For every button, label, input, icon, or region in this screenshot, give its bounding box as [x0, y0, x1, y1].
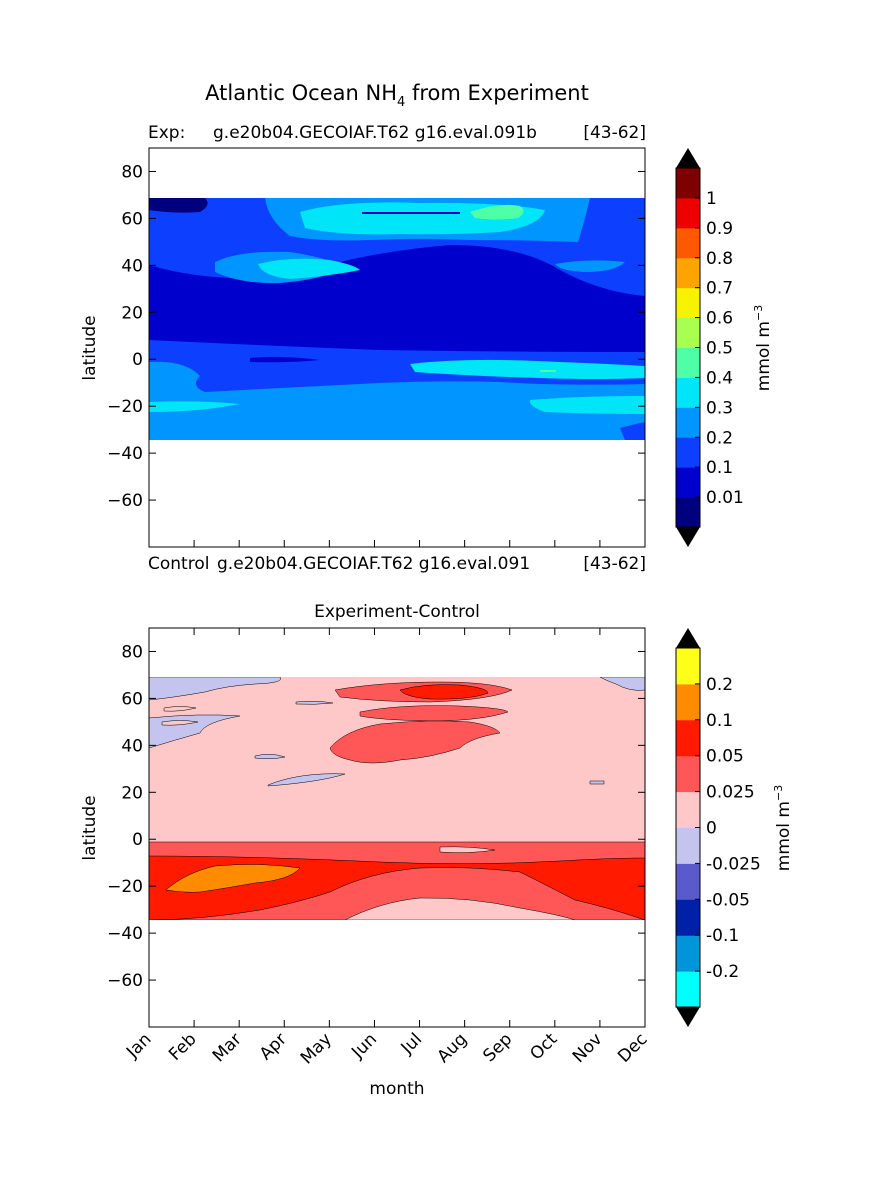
top-axes-frame	[148, 147, 646, 548]
colorbar-tick-label: 0.1	[706, 458, 733, 478]
bottom-colorbar-label: mmol m−3	[772, 785, 794, 871]
colorbar-extend-min	[676, 1007, 700, 1027]
x-tick-label: Sep	[479, 1029, 516, 1066]
x-tick-label: Oct	[526, 1029, 561, 1064]
colorbar-extend-min	[676, 527, 700, 547]
colorbar-tick-label: 0.05	[706, 747, 744, 767]
colorbar-segment	[676, 755, 700, 793]
colorbar-segment	[676, 863, 700, 900]
figure-title: Atlantic Ocean NH4 from Experiment	[205, 81, 589, 110]
colorbar-tick-label: 0.2	[706, 428, 733, 448]
colorbar-tick-label: 0	[706, 819, 717, 839]
x-tick-label: Mar	[209, 1029, 246, 1066]
colorbar-segment	[676, 497, 700, 528]
x-tick-label: Jul	[397, 1029, 426, 1058]
x-tick-label: Apr	[256, 1029, 291, 1064]
colorbar-tick-label: -0.025	[706, 854, 761, 874]
colorbar-tick-label: 1	[706, 189, 717, 209]
y-tick-label: −20	[107, 397, 143, 417]
y-tick-label: 0	[132, 830, 143, 850]
colorbar-segment	[676, 227, 700, 259]
colorbar-tick-label: 0.01	[706, 488, 744, 508]
y-tick-label: 40	[121, 256, 143, 276]
colorbar-tick-label: 0.025	[706, 783, 755, 803]
x-tick-label: Feb	[165, 1029, 200, 1064]
colorbar-segment	[676, 648, 700, 685]
colorbar-tick-label: 0.6	[706, 309, 733, 329]
bottom-x-axis-label: month	[369, 1079, 424, 1099]
y-tick-label: 40	[121, 736, 143, 756]
y-tick-label: −60	[107, 491, 143, 511]
top-bottom-label-right: [43-62]	[583, 554, 646, 574]
x-tick-label: Aug	[434, 1029, 472, 1067]
colorbar-tick-label: 0.4	[706, 368, 733, 388]
colorbar-segment	[676, 899, 700, 936]
colorbar-segment	[676, 437, 700, 468]
colorbar-tick-label: -0.2	[706, 962, 739, 982]
y-tick-label: 60	[121, 209, 143, 229]
colorbar-segment	[676, 257, 700, 289]
y-tick-label: 20	[121, 783, 143, 803]
colorbar-segment	[676, 317, 700, 348]
top-y-axis-label: latitude	[80, 315, 100, 380]
colorbar-segment	[676, 971, 700, 1008]
colorbar-tick-label: 0.7	[706, 279, 733, 299]
colorbar-tick-label: 0.9	[706, 219, 733, 239]
bottom-panel-title: Experiment-Control	[314, 602, 480, 622]
colorbar-tick-label: -0.05	[706, 890, 750, 910]
y-tick-label: 80	[121, 162, 143, 182]
colorbar-segment	[676, 197, 700, 229]
y-tick-label: −20	[107, 877, 143, 897]
colorbar-segment	[676, 168, 700, 199]
top-colorbar-label: mmol m−3	[752, 305, 774, 391]
y-tick-label: 80	[121, 642, 143, 662]
colorbar-segment	[676, 287, 700, 319]
colorbar-tick-label: 0.3	[706, 398, 733, 418]
top-colorbar: 0.01 0.1 0.2 0.3 0.4 0.5 0.6 0.7 0.8 0.9 1	[675, 148, 744, 547]
x-tick-label: Jan	[122, 1029, 155, 1062]
x-tick-label: Nov	[569, 1029, 607, 1067]
top-contour-field	[149, 198, 645, 440]
colorbar-segment	[676, 377, 700, 408]
colorbar-tick-label: -0.1	[706, 926, 739, 946]
colorbar-segment	[676, 719, 700, 757]
colorbar-tick-label: 0.5	[706, 339, 733, 359]
colorbar-segment	[676, 791, 700, 828]
bottom-y-axis-label: latitude	[80, 795, 100, 860]
y-tick-label: −60	[107, 971, 143, 991]
top-label-right: [43-62]	[583, 123, 646, 143]
y-tick-label: 60	[121, 689, 143, 709]
colorbar-segment	[676, 407, 700, 438]
colorbar-tick-label: 0.2	[706, 675, 733, 695]
colorbar-segment	[676, 467, 700, 498]
top-bottom-label-center: g.e20b04.GECOIAF.T62 g16.eval.091	[217, 554, 530, 574]
colorbar-tick-label: 0.1	[706, 711, 733, 731]
y-tick-label: −40	[107, 924, 143, 944]
top-bottom-label-left: Control	[148, 554, 209, 574]
bottom-y-axis: −60 −40 −20 0 20 40 60 80	[107, 642, 645, 991]
x-tick-label: Jun	[347, 1029, 381, 1063]
top-label-left: Exp:	[148, 123, 185, 143]
colorbar-extend-max	[676, 628, 700, 648]
y-tick-label: 0	[132, 350, 143, 370]
colorbar-extend-max	[676, 148, 700, 168]
bottom-contour-field	[149, 677, 645, 920]
y-tick-label: 20	[121, 303, 143, 323]
colorbar-segment	[676, 827, 700, 864]
figure-title-subscript: 4	[397, 95, 405, 110]
colorbar-segment	[676, 935, 700, 972]
x-tick-label: May	[297, 1029, 336, 1068]
colorbar-tick-label: 0.8	[706, 249, 733, 269]
colorbar-segment	[676, 683, 700, 721]
bottom-axes-frame	[148, 627, 646, 1028]
x-tick-label: Dec	[614, 1029, 651, 1066]
y-tick-label: −40	[107, 444, 143, 464]
top-label-center: g.e20b04.GECOIAF.T62 g16.eval.091b	[213, 123, 537, 143]
colorbar-segment	[676, 347, 700, 378]
top-y-axis: −60 −40 −20 0 20 40 60 80	[107, 162, 646, 547]
bottom-colorbar: -0.2 -0.1 -0.05 -0.025 0 0.025 0.05 0.1 0.2	[675, 628, 761, 1027]
